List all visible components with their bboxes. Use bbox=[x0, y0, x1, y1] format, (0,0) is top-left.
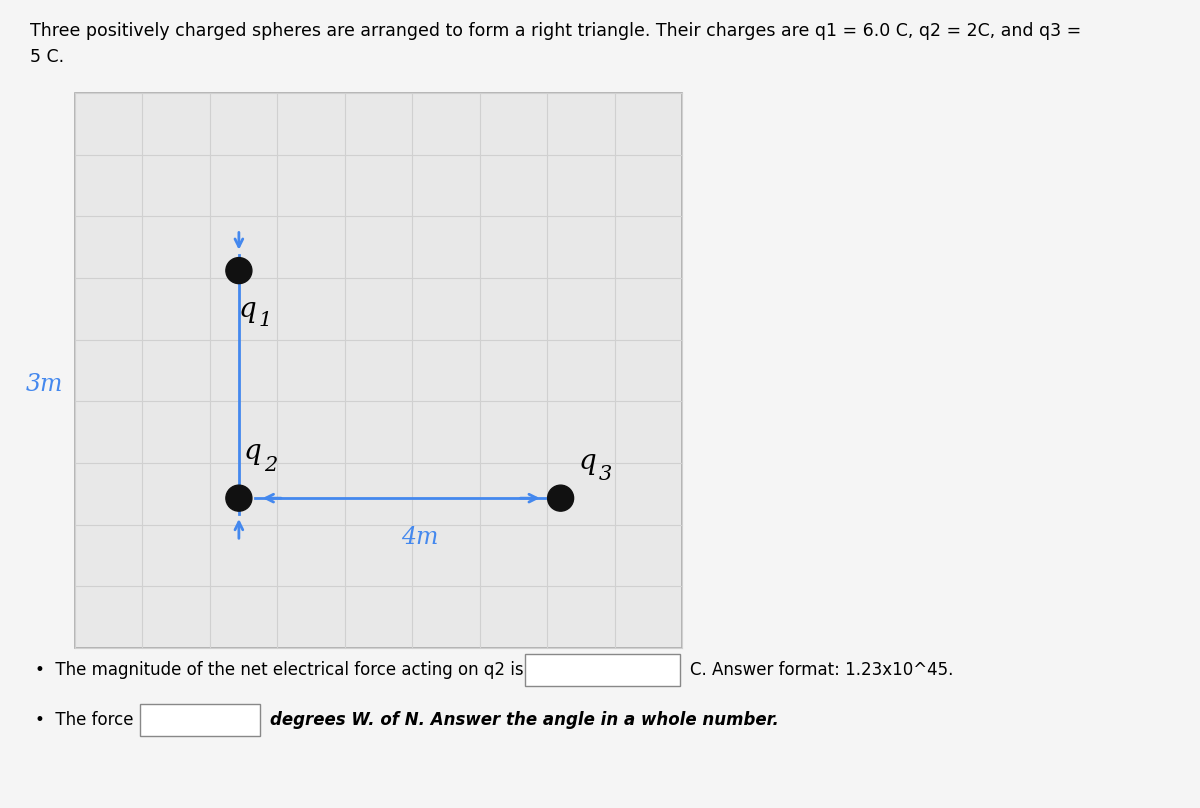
Text: •  The magnitude of the net electrical force acting on q2 is: • The magnitude of the net electrical fo… bbox=[35, 661, 523, 679]
Text: Three positively charged spheres are arranged to form a right triangle. Their ch: Three positively charged spheres are arr… bbox=[30, 22, 1081, 40]
Text: degrees W. of N. Answer the angle in a whole number.: degrees W. of N. Answer the angle in a w… bbox=[270, 711, 779, 729]
Text: 4m: 4m bbox=[401, 526, 438, 549]
Text: q: q bbox=[244, 438, 262, 465]
Text: 2: 2 bbox=[264, 457, 277, 475]
Text: q: q bbox=[239, 296, 257, 322]
Text: 5 C.: 5 C. bbox=[30, 48, 64, 66]
Circle shape bbox=[226, 258, 252, 284]
Circle shape bbox=[547, 485, 574, 511]
Bar bbox=[526, 654, 680, 686]
Text: q: q bbox=[578, 448, 596, 475]
Text: C. Answer format: 1.23x10^45.: C. Answer format: 1.23x10^45. bbox=[690, 661, 953, 679]
Text: •  The force is: • The force is bbox=[35, 711, 152, 729]
Text: 1: 1 bbox=[259, 310, 272, 330]
Text: 3m: 3m bbox=[25, 372, 64, 396]
Circle shape bbox=[226, 485, 252, 511]
Text: 3: 3 bbox=[599, 465, 612, 484]
Bar bbox=[74, 93, 682, 648]
Bar bbox=[140, 704, 260, 736]
